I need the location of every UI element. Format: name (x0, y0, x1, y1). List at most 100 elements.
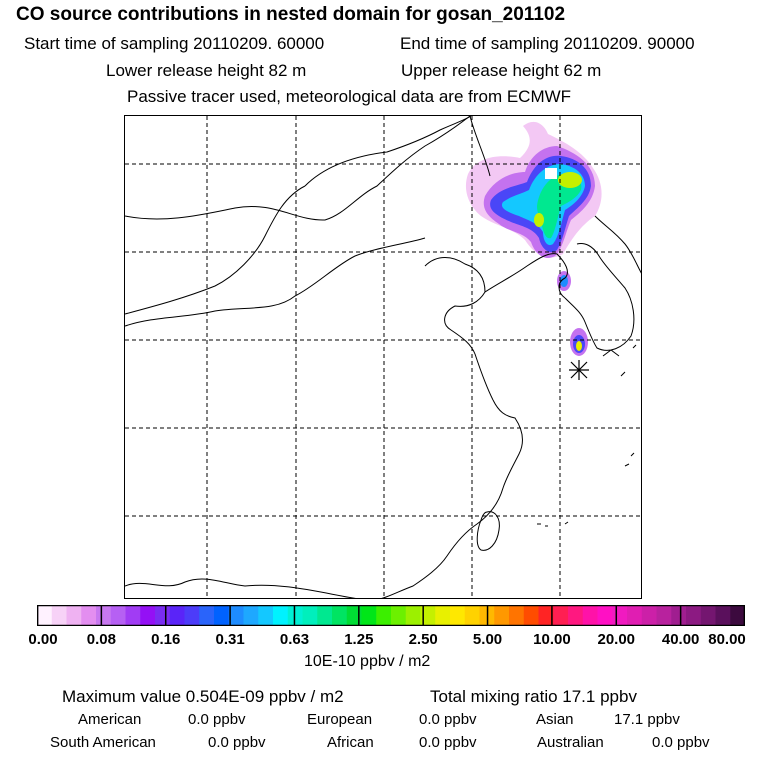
colorbar-tick-label: 2.50 (408, 631, 438, 648)
colorbar-swatch (317, 605, 333, 626)
coastline-manchuria (469, 116, 641, 274)
map-canvas (125, 116, 641, 598)
total-mixing-label: Total mixing ratio 17.1 ppbv (430, 687, 637, 706)
colorbar-swatch (361, 605, 377, 626)
region-name: Australian (537, 734, 604, 751)
region-value: 0.0 ppbv (652, 734, 710, 751)
colorbar-swatch (273, 605, 289, 626)
coastline-mongolia-border (304, 116, 472, 187)
colorbar-tick-label: 0.08 (86, 631, 116, 648)
colorbar (36, 604, 746, 627)
plume-field (465, 121, 602, 356)
coastline-china-east (381, 399, 523, 598)
colorbar-swatch (730, 605, 746, 626)
colorbar-swatch (435, 605, 451, 626)
coastline-taiwan (476, 511, 500, 551)
tracer-info-label: Passive tracer used, meteorological data… (127, 87, 572, 106)
colorbar-tick-label: 0.16 (151, 631, 181, 648)
region-value: 17.1 ppbv (614, 711, 680, 728)
colorbar-swatch (656, 605, 672, 626)
colorbar-swatch (199, 605, 215, 626)
colorbar-tick-label: 80.00 (708, 631, 746, 648)
plume-gap (545, 168, 557, 179)
colorbar-swatch (538, 605, 554, 626)
plume-blob-south-korea (576, 341, 582, 351)
colorbar-swatch (686, 605, 702, 626)
colorbar-swatch (715, 605, 731, 626)
colorbar-swatch (214, 605, 230, 626)
colorbar-swatch (464, 605, 481, 626)
lower-release-height-label: Lower release height 82 m (106, 61, 307, 80)
region-value: 0.0 ppbv (419, 734, 477, 751)
coastline-korea (564, 243, 635, 357)
colorbar-swatch (332, 605, 348, 626)
colorbar-tick-label: 10.00 (533, 631, 571, 648)
colorbar-swatch (641, 605, 658, 626)
start-time-label: Start time of sampling 20110209. 60000 (24, 34, 325, 53)
coastline-china-north (125, 116, 471, 221)
colorbar-swatch (582, 605, 599, 626)
colorbar-swatch (155, 605, 171, 626)
colorbar-tick-label: 0.63 (279, 631, 310, 648)
colorbar-tick-label: 5.00 (472, 631, 503, 648)
graticule (125, 116, 641, 598)
colorbar-swatch (671, 605, 687, 626)
colorbar-swatch (612, 605, 628, 626)
colorbar-swatch (302, 605, 318, 626)
colorbar-swatch (169, 605, 186, 626)
colorbar-swatch (346, 605, 363, 626)
colorbar-swatch (66, 605, 82, 626)
colorbar-swatch (494, 605, 510, 626)
colorbar-tick-label: 0.31 (215, 631, 245, 648)
colorbar-swatch (376, 605, 392, 626)
plot-title: CO source contributions in nested domain… (16, 4, 566, 25)
region-value: 0.0 ppbv (208, 734, 266, 751)
plume-hotspot (519, 205, 531, 215)
colorbar-tick-label: 0.00 (28, 631, 58, 648)
max-value-label: Maximum value 0.504E-09 ppbv / m2 (62, 687, 344, 706)
colorbar-tick-label: 20.00 (597, 631, 636, 648)
colorbar-swatch (553, 605, 569, 626)
border-line (125, 185, 306, 315)
colorbar-swatch (287, 605, 304, 626)
asterisk-marker-icon (569, 360, 589, 380)
region-value: 0.0 ppbv (188, 711, 246, 728)
colorbar-swatch (110, 605, 127, 626)
plume-hotspot (534, 213, 544, 227)
colorbar-swatch (700, 605, 717, 626)
colorbar-border (36, 604, 746, 627)
colorbar-swatch (627, 605, 643, 626)
colorbar-swatch (568, 605, 584, 626)
colorbar-swatch (391, 605, 407, 626)
coastline-bohai (424, 257, 494, 401)
region-name: Asian (536, 711, 574, 728)
coastline-liaodong (484, 253, 568, 299)
region-name: American (78, 711, 142, 728)
colorbar-swatch (420, 605, 436, 626)
colorbar-swatch (81, 605, 97, 626)
plume-hotspot (558, 172, 582, 188)
region-value: 0.0 ppbv (419, 711, 477, 728)
colorbar-tick-label: 40.00 (661, 631, 700, 648)
colorbar-swatch (258, 605, 274, 626)
colorbar-swatch (523, 605, 540, 626)
region-name: South American (50, 734, 156, 751)
colorbar-svg (36, 604, 746, 627)
coastline-china-west (125, 237, 426, 327)
upper-release-height-label: Upper release height 62 m (401, 61, 602, 80)
colorbar-swatch (228, 605, 245, 626)
colorbar-swatch (405, 605, 422, 626)
colorbar-tick-label: 1.25 (344, 631, 374, 648)
map-panel (124, 115, 642, 599)
colorbar-swatch (37, 605, 53, 626)
plume-core-green (537, 174, 582, 239)
colorbar-swatch (509, 605, 525, 626)
colorbar-swatch (243, 605, 259, 626)
coastline-islands (537, 344, 637, 527)
colorbar-swatch (96, 605, 112, 626)
colorbar-swatch (140, 605, 156, 626)
colorbar-swatch (184, 605, 200, 626)
region-name: African (327, 734, 374, 751)
plume-blob-north-korea (560, 275, 568, 287)
region-name: European (307, 711, 373, 728)
